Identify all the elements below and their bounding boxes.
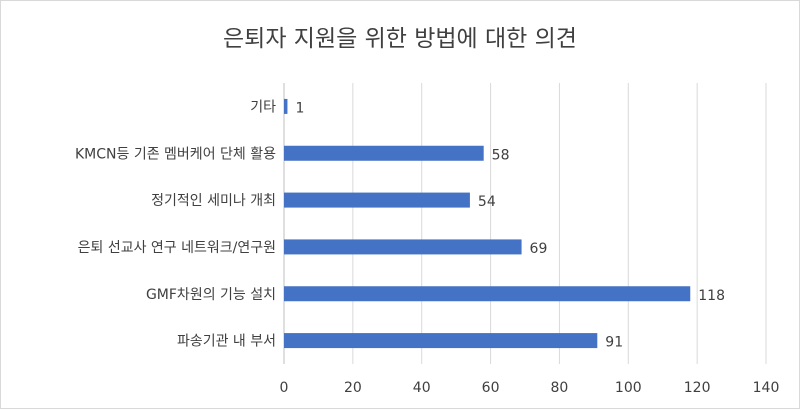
x-tick-label: 80 [551,380,569,396]
category-label: 은퇴 선교사 연구 네트워크/연구원 [78,240,276,256]
category-label: 파송기관 내 부서 [177,334,276,350]
data-label: 69 [530,241,548,257]
data-label: 54 [478,194,496,210]
data-label: 118 [698,288,725,304]
bar [284,286,691,302]
bar [284,192,470,208]
category-label: 기타 [250,99,276,115]
bar [284,239,522,255]
bar [284,145,484,161]
x-tick-label: 140 [753,380,780,396]
x-tick-label: 20 [344,380,362,396]
x-tick-label: 100 [615,380,642,396]
data-label: 58 [492,147,510,163]
category-label: KMCN등 기존 멤버케어 단체 활용 [75,146,276,162]
category-label: 정기적인 세미나 개최 [151,193,276,209]
x-tick-label: 40 [413,380,431,396]
data-label: 1 [295,100,304,116]
data-label: 91 [605,335,623,351]
bar [284,333,598,349]
category-label: GMF차원의 기능 설치 [146,287,276,303]
x-tick-label: 60 [482,380,500,396]
x-tick-label: 120 [684,380,711,396]
chart-title: 은퇴자 지원을 위한 방법에 대한 의견 [223,26,577,52]
x-tick-label: 0 [280,380,289,396]
bar [284,98,288,114]
